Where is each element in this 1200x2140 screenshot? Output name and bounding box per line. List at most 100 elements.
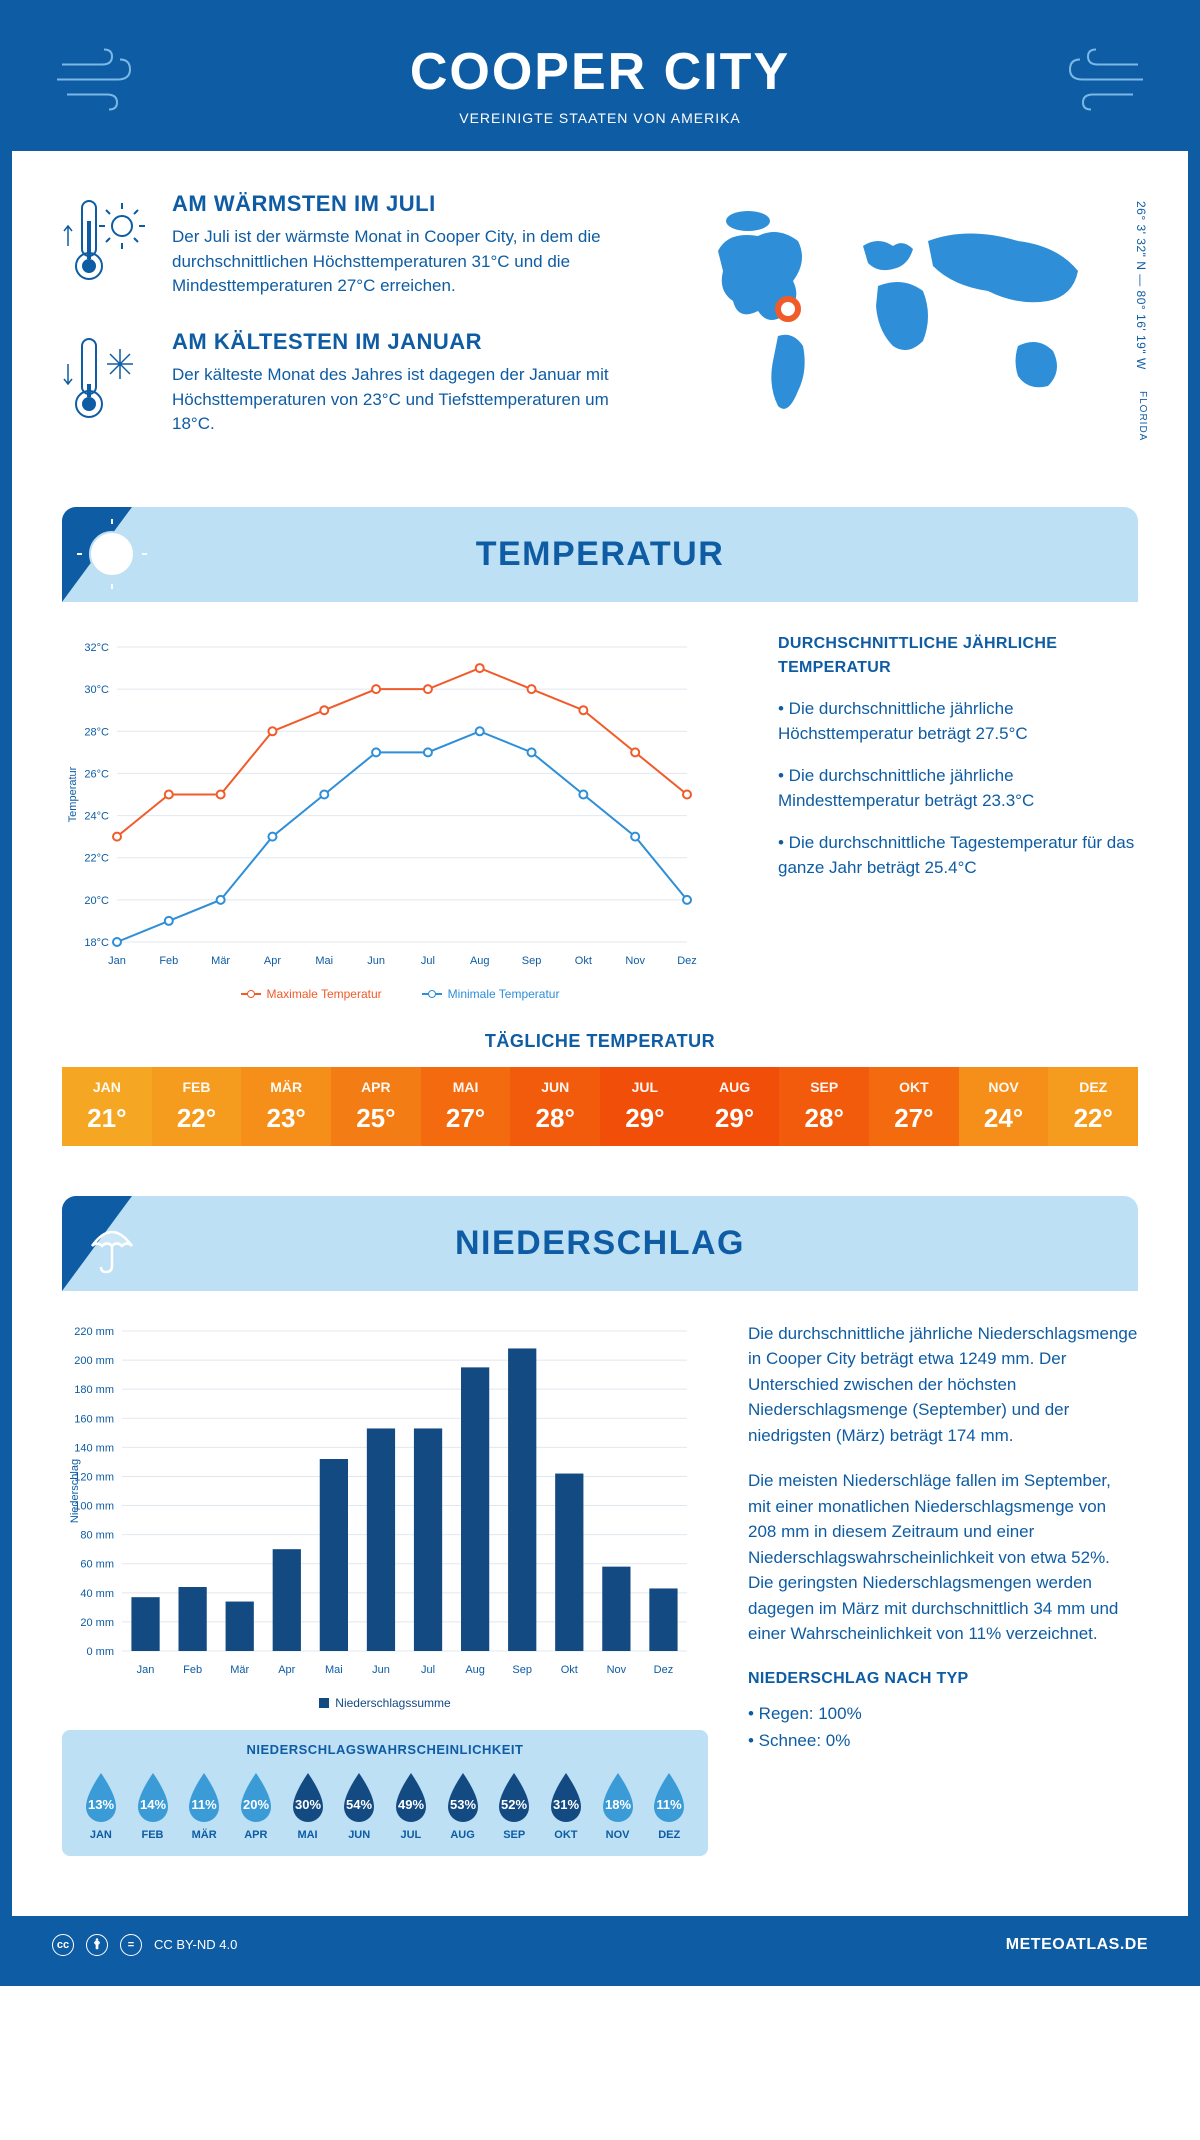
license-label: CC BY-ND 4.0 [154,1937,237,1952]
svg-text:Dez: Dez [654,1664,674,1676]
svg-text:Okt: Okt [575,955,592,967]
cc-icon: cc [52,1934,74,1956]
cold-title: AM KÄLTESTEN IM JANUAR [172,329,638,355]
sun-icon [77,519,147,594]
svg-text:Feb: Feb [183,1664,202,1676]
prob-drop: 30%MAI [284,1769,332,1841]
svg-text:Nov: Nov [625,955,645,967]
svg-text:52%: 52% [501,1797,527,1812]
svg-text:14%: 14% [139,1797,165,1812]
svg-text:80 mm: 80 mm [80,1529,114,1541]
precip-probability-box: NIEDERSCHLAGSWAHRSCHEINLICHKEIT 13%JAN14… [62,1730,708,1856]
svg-text:Mai: Mai [325,1664,343,1676]
svg-text:30%: 30% [295,1797,321,1812]
svg-text:Jun: Jun [372,1664,390,1676]
precip-legend: Niederschlagssumme [62,1696,708,1710]
state-label: FLORIDA [1137,391,1148,441]
svg-text:220 mm: 220 mm [74,1326,114,1338]
by-icon: 🛉 [86,1934,108,1956]
svg-text:32°C: 32°C [84,642,109,654]
svg-text:53%: 53% [450,1797,476,1812]
svg-text:160 mm: 160 mm [74,1413,114,1425]
daily-temp-title: TÄGLICHE TEMPERATUR [62,1031,1138,1052]
prob-drop: 18%NOV [594,1769,642,1841]
overview-section: AM WÄRMSTEN IM JULI Der Juli ist der wär… [62,191,1138,467]
svg-text:Okt: Okt [561,1664,578,1676]
svg-text:Dez: Dez [677,955,697,967]
daily-cell: FEB22° [152,1067,242,1146]
svg-text:18°C: 18°C [84,937,109,949]
svg-text:28°C: 28°C [84,726,109,738]
wind-icon [52,44,152,119]
precip-summary: Die durchschnittliche jährliche Niedersc… [748,1321,1138,1856]
prob-drop: 14%FEB [129,1769,177,1841]
prob-drop: 49%JUL [387,1769,435,1841]
svg-text:Jun: Jun [367,955,385,967]
prob-drop: 11%DEZ [645,1769,693,1841]
nd-icon: = [120,1934,142,1956]
temp-summary: DURCHSCHNITTLICHE JÄHRLICHE TEMPERATUR •… [778,632,1138,1001]
thermometer-hot-icon [62,191,152,299]
svg-text:180 mm: 180 mm [74,1384,114,1396]
daily-cell: JUN28° [510,1067,600,1146]
page-title: COOPER CITY [32,42,1168,102]
svg-text:40 mm: 40 mm [80,1588,114,1600]
prob-drop: 11%MÄR [180,1769,228,1841]
svg-text:200 mm: 200 mm [74,1355,114,1367]
temp-title: TEMPERATUR [476,535,725,574]
brand-label: METEOATLAS.DE [1006,1936,1148,1954]
svg-text:Jul: Jul [421,955,435,967]
umbrella-icon [77,1208,147,1283]
daily-cell: SEP28° [779,1067,869,1146]
wind-icon [1048,44,1148,119]
svg-text:Jan: Jan [108,955,126,967]
precip-title: NIEDERSCHLAG [455,1224,745,1263]
daily-cell: JUL29° [600,1067,690,1146]
precip-section-header: NIEDERSCHLAG [62,1196,1138,1291]
header: COOPER CITY VEREINIGTE STAATEN VON AMERI… [12,12,1188,151]
prob-drop: 53%AUG [439,1769,487,1841]
svg-text:26°C: 26°C [84,768,109,780]
prob-drop: 13%JAN [77,1769,125,1841]
daily-cell: OKT27° [869,1067,959,1146]
daily-cell: MÄR23° [241,1067,331,1146]
coords-label: 26° 3' 32" N — 80° 16' 19" W [1134,201,1148,370]
prob-drop: 52%SEP [490,1769,538,1841]
svg-text:11%: 11% [657,1797,683,1812]
daily-cell: JAN21° [62,1067,152,1146]
daily-cell: MAI27° [421,1067,511,1146]
svg-text:Feb: Feb [159,955,178,967]
prob-drop: 54%JUN [335,1769,383,1841]
svg-text:Mär: Mär [230,1664,249,1676]
svg-text:Sep: Sep [522,955,542,967]
svg-text:20°C: 20°C [84,895,109,907]
svg-text:24°C: 24°C [84,810,109,822]
hot-text: Der Juli ist der wärmste Monat in Cooper… [172,225,638,299]
svg-text:22°C: 22°C [84,853,109,865]
daily-cell: AUG29° [690,1067,780,1146]
cold-text: Der kälteste Monat des Jahres ist dagege… [172,363,638,437]
daily-cell: NOV24° [959,1067,1049,1146]
svg-text:54%: 54% [346,1797,372,1812]
svg-text:20%: 20% [243,1797,269,1812]
svg-text:Apr: Apr [264,955,281,967]
world-map: 26° 3' 32" N — 80° 16' 19" W FLORIDA [678,191,1138,467]
svg-text:Nov: Nov [607,1664,627,1676]
coldest-block: AM KÄLTESTEN IM JANUAR Der kälteste Mona… [62,329,638,437]
svg-text:Aug: Aug [465,1664,485,1676]
hot-title: AM WÄRMSTEN IM JULI [172,191,638,217]
svg-text:11%: 11% [192,1797,218,1812]
svg-text:13%: 13% [88,1797,114,1812]
temp-line-chart: 18°C20°C22°C24°C26°C28°C30°C32°CJanFebMä… [62,632,738,1001]
prob-drop: 20%APR [232,1769,280,1841]
daily-temp-strip: JAN21°FEB22°MÄR23°APR25°MAI27°JUN28°JUL2… [62,1067,1138,1146]
thermometer-cold-icon [62,329,152,437]
temp-legend: Maximale Temperatur Minimale Temperatur [62,987,738,1001]
svg-text:31%: 31% [553,1797,579,1812]
page-subtitle: VEREINIGTE STAATEN VON AMERIKA [32,110,1168,126]
svg-text:Jan: Jan [137,1664,155,1676]
svg-text:Aug: Aug [470,955,490,967]
svg-text:18%: 18% [605,1797,631,1812]
daily-cell: DEZ22° [1048,1067,1138,1146]
svg-text:49%: 49% [398,1797,424,1812]
